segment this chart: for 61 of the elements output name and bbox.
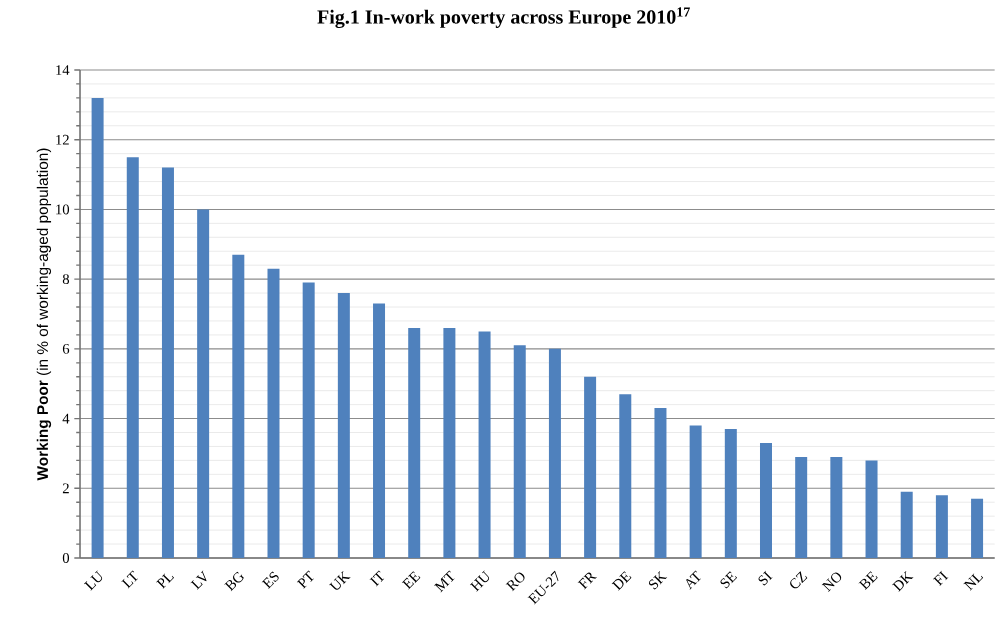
bar (232, 254, 245, 558)
x-tick-label: SK (648, 571, 668, 590)
bar (337, 293, 350, 558)
bar (267, 268, 280, 558)
bar (513, 345, 526, 558)
bar (126, 157, 139, 558)
bar (302, 282, 315, 558)
x-tick-label: NL (963, 573, 984, 591)
x-tick-label: AT (686, 570, 701, 590)
y-tick-label: 10 (56, 204, 70, 215)
y-tick-label: 0 (62, 553, 70, 563)
x-tick-label: FI (932, 570, 949, 586)
bar (724, 429, 737, 558)
bar (619, 394, 632, 558)
bar (373, 303, 386, 558)
y-tick-label: 2 (62, 483, 69, 494)
bar (795, 456, 808, 558)
bar (865, 460, 878, 558)
bar (654, 408, 667, 558)
bar (408, 327, 421, 558)
y-axis-title: Working Poor (in % of working-aged population) (36, 148, 52, 481)
y-tick-label: 14 (56, 65, 70, 75)
bar (548, 348, 561, 558)
y-tick-label: 4 (62, 413, 70, 424)
x-tick-label: FR (577, 572, 597, 590)
x-tick-label: SI (758, 570, 773, 586)
bar (935, 495, 948, 558)
y-tick-label: 12 (56, 134, 69, 145)
x-tick-label: SE (720, 571, 738, 589)
chart-title: Fig.1 In-work poverty across Europe 2010$^{17}$ (317, 7, 690, 28)
x-tick-label: PL (156, 573, 175, 589)
x-tick-label: PT (296, 570, 314, 589)
bar (689, 425, 702, 558)
x-tick-label: DK (892, 570, 914, 592)
x-tick-label: IT (369, 570, 385, 587)
bar (91, 97, 104, 558)
bar (584, 376, 597, 558)
x-tick-label: UK (329, 570, 351, 590)
x-tick-label: BG (224, 571, 244, 592)
x-tick-label: CZ (790, 571, 808, 589)
bar (760, 442, 772, 558)
x-tick-label: LT (121, 570, 138, 589)
x-tick-label: RO (505, 572, 525, 592)
y-tick-label: 6 (62, 343, 70, 354)
bar (900, 491, 913, 558)
bar (971, 498, 984, 558)
bar (161, 167, 174, 558)
x-tick-label: DE (611, 571, 632, 591)
bar (197, 209, 210, 558)
x-tick-label: HU (469, 570, 490, 592)
x-tick-label: MT (434, 570, 455, 593)
bar (830, 456, 843, 558)
x-tick-label: BE (858, 571, 878, 591)
x-tick-label: LU (84, 570, 103, 591)
x-tick-label: NO (821, 572, 842, 592)
x-tick-label: ES (261, 571, 279, 590)
x-tick-label: LV (190, 570, 207, 590)
x-tick-label: EE (401, 571, 421, 590)
bar (443, 327, 456, 558)
y-tick-label: 8 (62, 274, 70, 285)
bar (478, 331, 491, 558)
